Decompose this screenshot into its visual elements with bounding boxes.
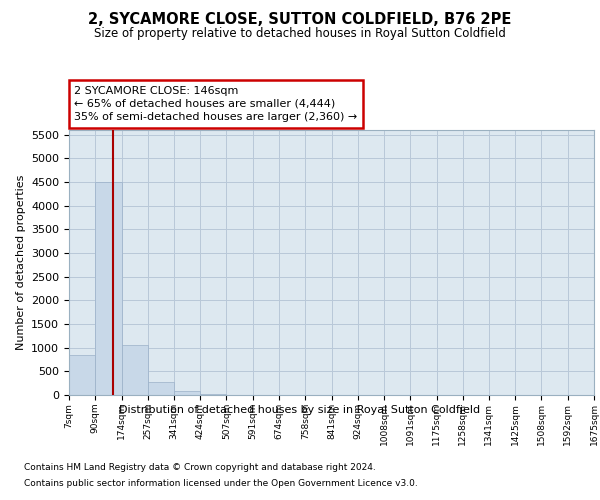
Text: Contains HM Land Registry data © Crown copyright and database right 2024.: Contains HM Land Registry data © Crown c…: [24, 462, 376, 471]
Bar: [148, 382, 174, 395]
Text: Distribution of detached houses by size in Royal Sutton Coldfield: Distribution of detached houses by size …: [119, 405, 481, 415]
Bar: [69, 355, 95, 395]
Text: 2, SYCAMORE CLOSE, SUTTON COLDFIELD, B76 2PE: 2, SYCAMORE CLOSE, SUTTON COLDFIELD, B76…: [88, 12, 512, 28]
Text: Contains public sector information licensed under the Open Government Licence v3: Contains public sector information licen…: [24, 479, 418, 488]
Bar: [200, 394, 226, 395]
Bar: [95, 182, 122, 395]
Text: 2 SYCAMORE CLOSE: 146sqm
← 65% of detached houses are smaller (4,444)
35% of sem: 2 SYCAMORE CLOSE: 146sqm ← 65% of detach…: [74, 86, 358, 122]
Bar: [174, 392, 200, 395]
Bar: [122, 345, 148, 395]
Y-axis label: Number of detached properties: Number of detached properties: [16, 175, 26, 350]
Text: Size of property relative to detached houses in Royal Sutton Coldfield: Size of property relative to detached ho…: [94, 28, 506, 40]
